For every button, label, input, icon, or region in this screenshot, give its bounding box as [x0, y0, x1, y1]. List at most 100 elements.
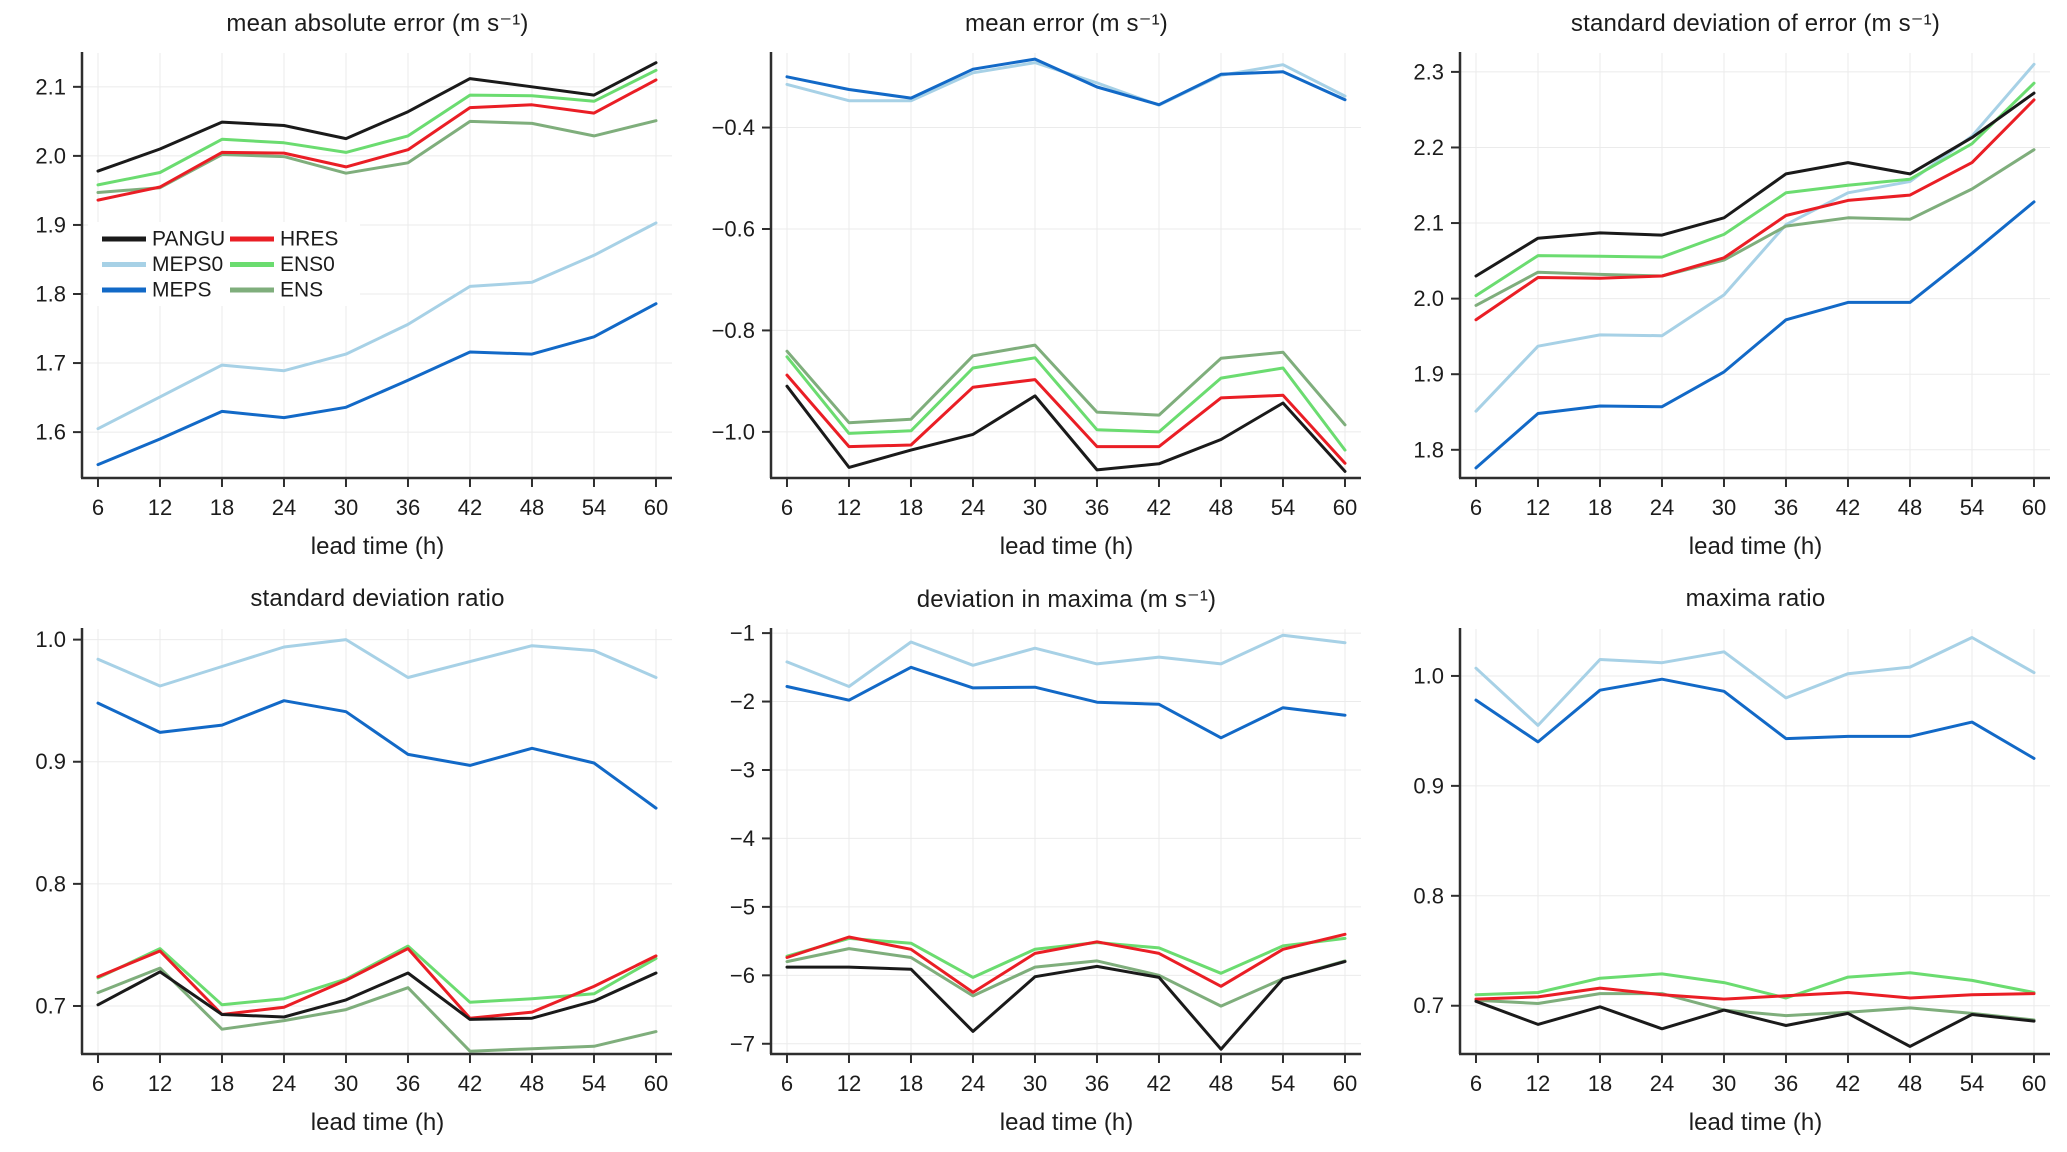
x-tick-label: 48	[1209, 495, 1233, 520]
chart-deviation-in-maxima: −1 −2 −3 −4 −5 −6 −7 6 12 18 24 30 36 42 48 54 60	[730, 621, 1361, 1096]
x-tick-label: 60	[2022, 495, 2046, 520]
grid	[772, 53, 1361, 477]
y-tick-label: 0.8	[1413, 883, 1444, 908]
x-tick-label: 60	[1333, 1071, 1357, 1096]
y-tick-label: 0.9	[1413, 773, 1444, 798]
series-group	[1474, 636, 2036, 1048]
series-line-hres	[785, 373, 1347, 465]
series-line-meps0	[96, 638, 658, 688]
x-tick-label: 36	[1085, 495, 1109, 520]
series-line-ens	[785, 947, 1347, 1008]
x-tick-label: 12	[837, 495, 861, 520]
series-line-pangu	[96, 970, 658, 1021]
x-tick-label: 60	[644, 1071, 668, 1096]
ticks: 0.7 0.8 0.9 1.0 6 12 18 24 30 36 42 48 54 60	[1413, 663, 2046, 1096]
series-line-ens	[96, 966, 658, 1053]
x-tick-label: 24	[1650, 1071, 1674, 1096]
grid	[1461, 53, 2050, 477]
series-line-pangu	[96, 61, 658, 173]
series-line-ens0	[1474, 971, 2036, 1000]
legend-label-pangu: PANGU	[152, 228, 225, 251]
series-line-meps	[96, 302, 658, 467]
x-tick-label: 6	[92, 495, 104, 520]
y-tick-label: −7	[730, 1031, 755, 1056]
axes-spines	[769, 52, 1361, 480]
y-tick-label: 2.0	[1413, 286, 1444, 311]
y-tick-label: 0.7	[1413, 993, 1444, 1018]
x-tick-label: 18	[899, 495, 923, 520]
series-line-meps	[1474, 200, 2036, 470]
chart-standard-deviation-ratio: 0.7 0.8 0.9 1.0 6 12 18 24 30 36 42 48 54 60	[35, 627, 672, 1096]
panel-standard-deviation-ratio: 0.7 0.8 0.9 1.0 6 12 18 24 30 36 42 48 54 60 standard…	[0, 576, 689, 1152]
x-tick-label: 42	[458, 1071, 482, 1096]
x-tick-label: 12	[1526, 1071, 1550, 1096]
series-line-meps0	[96, 221, 658, 431]
x-tick-label: 18	[210, 495, 234, 520]
series-line-meps	[1474, 677, 2036, 760]
y-tick-label: −2	[730, 689, 755, 714]
series-line-hres	[785, 932, 1347, 994]
x-tick-label: 54	[1960, 1071, 1984, 1096]
x-tick-label: 36	[396, 1071, 420, 1096]
series-line-ens0	[1474, 81, 2036, 298]
x-tick-label: 18	[210, 1071, 234, 1096]
series-group	[785, 633, 1347, 1051]
series-line-pangu	[785, 960, 1347, 1051]
series-line-meps0	[785, 633, 1347, 688]
series-line-ens0	[785, 355, 1347, 452]
x-tick-label: 30	[334, 495, 358, 520]
chart-mean-error: −0.4 −0.6 −0.8 −1.0 6 12 18 24 30 36 42 48 54 60	[712, 52, 1361, 520]
series-line-pangu	[1474, 999, 2036, 1048]
axes-spines	[769, 628, 1361, 1056]
y-tick-label: −0.4	[712, 115, 755, 140]
legend-label-meps0: MEPS0	[152, 253, 223, 276]
x-tick-label: 48	[1209, 1071, 1233, 1096]
x-tick-label: 6	[1470, 495, 1482, 520]
x-tick-label: 36	[1774, 1071, 1798, 1096]
x-tick-label: 18	[1588, 495, 1612, 520]
x-tick-label: 54	[582, 495, 606, 520]
x-tick-label: 30	[334, 1071, 358, 1096]
x-tick-label: 6	[781, 495, 793, 520]
series-line-hres	[1474, 98, 2036, 322]
series-group	[96, 638, 658, 1053]
x-tick-label: 54	[582, 1071, 606, 1096]
series-line-hres	[1474, 986, 2036, 1001]
ticks: 0.7 0.8 0.9 1.0 6 12 18 24 30 36 42 48 54 60	[35, 627, 668, 1096]
series-line-pangu	[1474, 91, 2036, 278]
series-line-meps0	[785, 61, 1347, 107]
y-tick-label: 0.9	[35, 749, 66, 774]
chart-maxima-ratio: 0.7 0.8 0.9 1.0 6 12 18 24 30 36 42 48 54 60	[1413, 628, 2050, 1096]
y-tick-label: −6	[730, 963, 755, 988]
y-tick-label: −1.0	[712, 419, 755, 444]
x-tick-label: 36	[1085, 1071, 1109, 1096]
panel-deviation-in-maxima: −1 −2 −3 −4 −5 −6 −7 6 12 18 24 30 36 42 48 54 60 deviat…	[689, 576, 1378, 1152]
x-tick-label: 24	[1650, 495, 1674, 520]
y-tick-label: 2.1	[35, 74, 66, 99]
series-line-ens	[96, 119, 658, 194]
series-line-ens	[1474, 148, 2036, 307]
x-tick-label: 12	[1526, 495, 1550, 520]
series-line-meps	[785, 665, 1347, 740]
y-tick-label: −0.8	[712, 318, 755, 343]
x-tick-label: 6	[1470, 1071, 1482, 1096]
x-tick-label: 24	[961, 1071, 985, 1096]
x-tick-label: 30	[1712, 1071, 1736, 1096]
x-tick-label: 60	[2022, 1071, 2046, 1096]
x-tick-label: 48	[1898, 495, 1922, 520]
series-line-ens	[785, 343, 1347, 427]
series-line-ens0	[96, 68, 658, 187]
axes-spines	[1458, 52, 2050, 480]
y-tick-label: −4	[730, 826, 755, 851]
x-tick-label: 18	[1588, 1071, 1612, 1096]
panel-mean-error: −0.4 −0.6 −0.8 −1.0 6 12 18 24 30 36 42 48 54 60 mean…	[689, 0, 1378, 576]
y-tick-label: 1.9	[35, 212, 66, 237]
legend-label-ens0: ENS0	[280, 253, 335, 276]
x-tick-label: 48	[520, 1071, 544, 1096]
x-tick-label: 42	[1836, 495, 1860, 520]
x-tick-label: 48	[520, 495, 544, 520]
y-tick-label: 0.8	[35, 871, 66, 896]
x-tick-label: 12	[837, 1071, 861, 1096]
x-tick-label: 12	[148, 495, 172, 520]
